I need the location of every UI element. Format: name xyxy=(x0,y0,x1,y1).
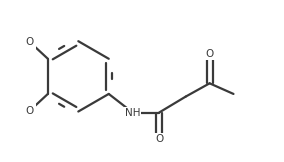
Text: O: O xyxy=(155,134,163,144)
Text: O: O xyxy=(25,36,34,46)
Text: NH: NH xyxy=(125,108,140,117)
Text: O: O xyxy=(206,49,214,59)
Text: O: O xyxy=(25,106,34,116)
